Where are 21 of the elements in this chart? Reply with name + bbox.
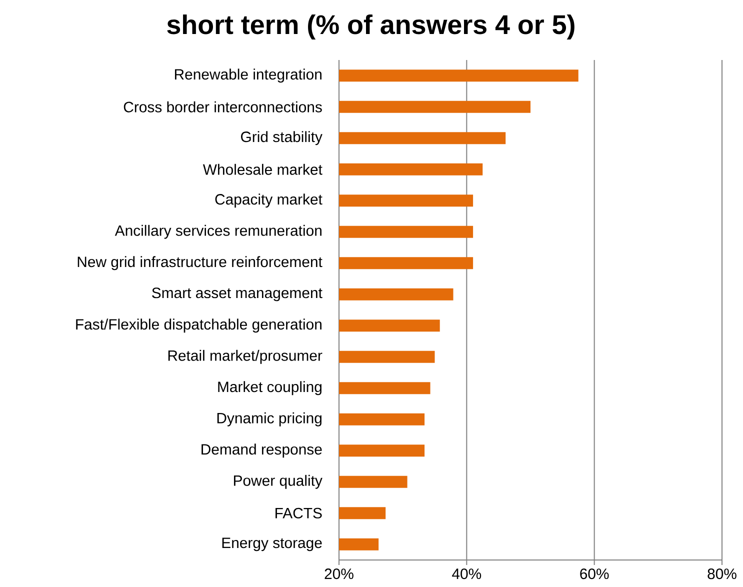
y-tick-label: Power quality <box>234 474 322 489</box>
x-tick-label: 20% <box>324 568 354 580</box>
y-tick-label: Dynamic pricing <box>217 412 322 426</box>
y-tick-label: New grid infrastructure reinforcement <box>78 256 322 270</box>
y-tick-label: Grid stability <box>241 131 322 146</box>
y-tick-label: Fast/Flexible dispatchable generation <box>76 318 322 333</box>
y-tick-label: Demand response <box>202 444 322 458</box>
y-tick-label: Smart asset management <box>152 288 322 302</box>
y-tick-label: Wholesale market <box>202 164 322 175</box>
y-tick-label: Cross border interconnections <box>124 101 322 112</box>
y-tick-label: Retail market/prosumer <box>168 350 322 364</box>
y-tick-label: Renewable integration <box>174 68 322 83</box>
x-tick-label: 60% <box>580 568 609 580</box>
chart-title: short term (% of answers 4 or 5) <box>167 14 574 40</box>
x-tick-label: 80% <box>708 568 736 580</box>
y-tick-label: Ancillary services remuneration <box>114 224 322 239</box>
x-tick-label: 40% <box>452 568 482 580</box>
y-tick-label: FACTS <box>276 508 322 518</box>
y-tick-label: Capacity market <box>215 194 322 208</box>
y-tick-label: Market coupling <box>218 381 322 396</box>
y-tick-label: Energy storage <box>222 538 322 552</box>
